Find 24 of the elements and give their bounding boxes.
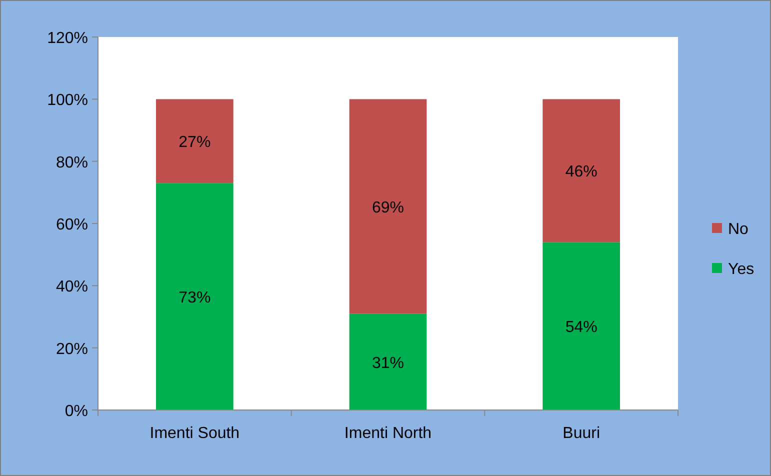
x-tick-label: Imenti South [150,425,240,442]
y-tick-label: 120% [47,30,88,47]
bar [349,99,427,314]
data-label: 31% [372,354,404,372]
data-label: 73% [178,290,211,307]
data-label: 54% [565,319,598,336]
bar [349,314,427,410]
data-label: 27% [178,134,211,152]
legend-label: Yes [728,261,754,278]
y-tick-label: 0% [64,403,88,420]
bar [156,183,234,410]
x-tick-label: Buuri [562,425,600,442]
x-tick-label: Imenti North [344,425,432,442]
bar [542,99,620,242]
y-tick-label: 40% [56,278,88,296]
bar [542,242,620,410]
y-tick-label: 20% [56,340,88,358]
data-label: 46% [565,164,598,181]
legend-label: No [728,221,749,238]
data-label: 69% [372,199,404,216]
bar [156,99,234,184]
y-tick-label: 100% [47,92,88,110]
y-tick-label: 60% [56,216,88,234]
y-tick-label: 80% [56,154,88,172]
